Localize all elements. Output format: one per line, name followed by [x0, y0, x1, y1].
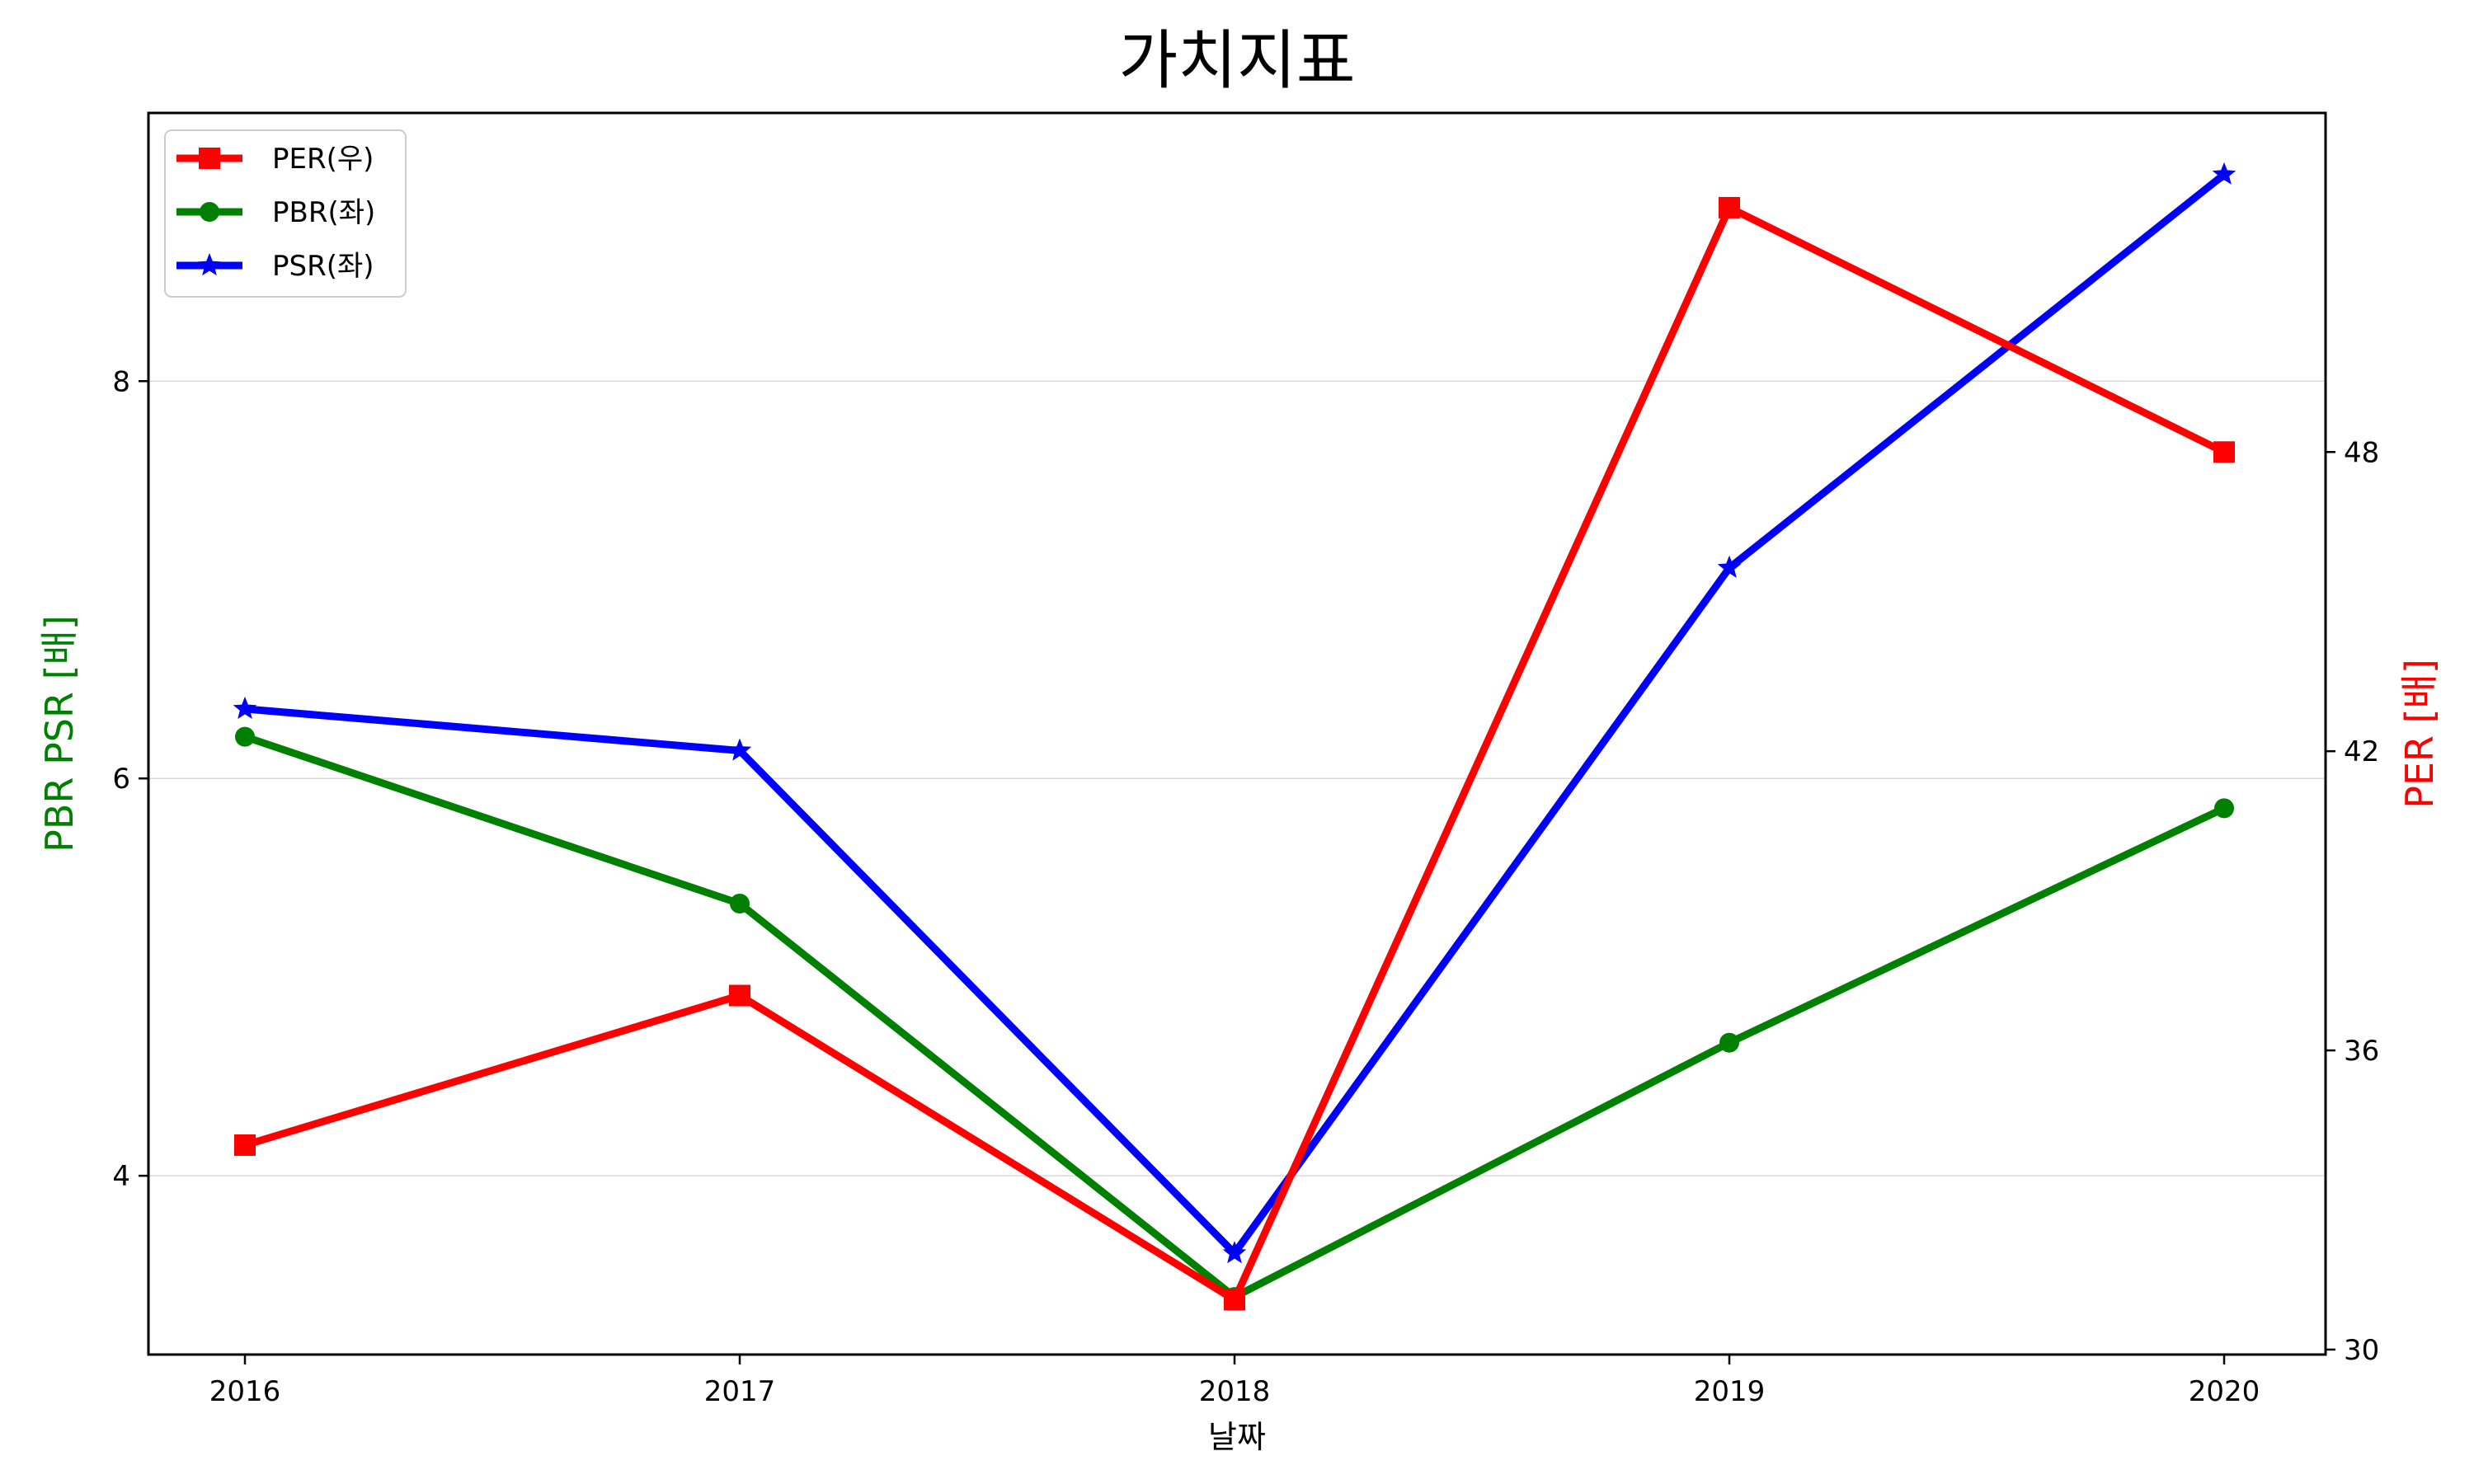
legend-swatch-marker — [199, 148, 220, 169]
chart-title: 가치지표 — [1118, 24, 1355, 98]
data-point — [1717, 555, 1742, 578]
legend-item: PSR(좌) — [176, 250, 374, 283]
y-right-tick-label: 48 — [2344, 436, 2379, 469]
legend-box — [164, 129, 407, 298]
x-axis: 2016 2017 2018 2019 2020 — [209, 1355, 2260, 1408]
y-axis-left: 4 6 8 — [112, 365, 148, 1193]
y-axis-right: 30 36 42 48 — [2326, 436, 2379, 1367]
data-point — [727, 738, 752, 761]
data-point — [1719, 196, 1740, 218]
y-left-tick-label: 8 — [112, 365, 130, 398]
x-tick-label: 2018 — [1199, 1375, 1271, 1408]
data-point — [233, 696, 257, 719]
series-line — [243, 733, 2226, 1301]
x-axis-label: 날짜 — [1208, 1419, 1266, 1455]
legend-item: PBR(좌) — [176, 196, 375, 229]
legend-swatch-marker — [200, 202, 219, 222]
legend-item: PER(우) — [176, 143, 374, 176]
data-point — [2213, 441, 2235, 463]
y-left-tick-label: 6 — [112, 763, 130, 796]
x-tick-label: 2016 — [209, 1375, 281, 1408]
x-tick-label: 2017 — [704, 1375, 776, 1408]
legend: PER(우) PBR(좌) PSR(좌) — [164, 129, 407, 298]
data-point — [235, 726, 255, 747]
y-right-tick-label: 36 — [2344, 1035, 2379, 1068]
data-point — [234, 1134, 256, 1156]
data-point — [730, 894, 750, 914]
data-point — [1224, 1289, 1245, 1311]
y-right-tick-label: 42 — [2344, 735, 2379, 768]
series-line — [244, 171, 2227, 1257]
legend-label: PSR(좌) — [272, 250, 374, 283]
y-right-tick-label: 30 — [2344, 1334, 2379, 1367]
legend-swatch-marker — [197, 253, 222, 276]
grid-layer — [148, 380, 2326, 1176]
data-point — [2212, 162, 2236, 185]
series-line — [243, 204, 2226, 1303]
series-layer — [233, 162, 2236, 1311]
y-axis-right-label: PER [배] — [2397, 659, 2442, 809]
y-left-tick-label: 4 — [112, 1160, 130, 1193]
data-point — [729, 984, 750, 1007]
series-square — [234, 196, 2235, 1311]
plot-frame — [147, 111, 2327, 1356]
data-point — [1719, 1032, 1739, 1053]
legend-label: PER(우) — [272, 143, 374, 176]
data-point — [2214, 798, 2234, 819]
legend-label: PBR(좌) — [272, 196, 375, 229]
series-circle — [235, 726, 2234, 1308]
data-point — [1222, 1241, 1247, 1264]
series-star — [233, 162, 2236, 1264]
x-tick-label: 2020 — [2189, 1375, 2260, 1408]
y-axis-left-label: PBR PSR [배] — [37, 615, 82, 852]
x-tick-label: 2019 — [1694, 1375, 1766, 1408]
